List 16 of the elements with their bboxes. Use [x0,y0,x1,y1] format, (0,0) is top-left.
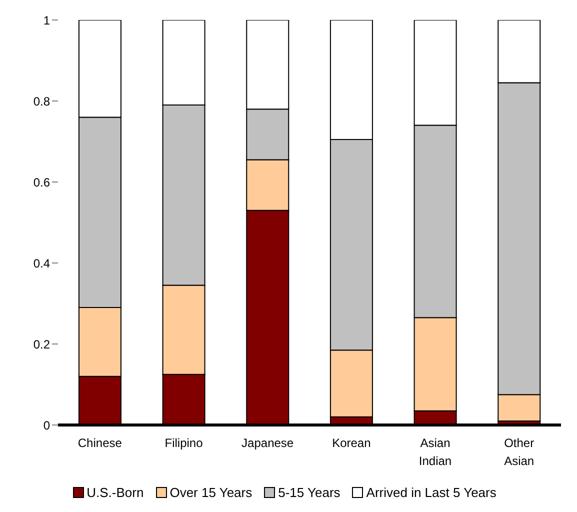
legend-label: Over 15 Years [170,485,252,500]
y-tick-label: 0 [43,418,50,432]
y-tick-label: 0.6 [33,175,50,190]
x-tick-label: Filipino [164,436,204,450]
y-tick-label: 0.8 [33,94,50,108]
x-tick-label: Korean [332,436,371,450]
x-tick-label: Chinese [78,436,122,450]
legend-label: U.S.-Born [86,485,144,500]
legend-label: Arrived in Last 5 Years [366,485,496,500]
y-tick-label: 0.2 [33,337,50,352]
x-tick-label: Asian Indian [418,436,452,468]
y-tick-label: 1 [43,13,50,28]
legend-label: 5-15 Years [278,485,340,500]
y-tick-label: 0.4 [33,256,50,270]
x-tick-label: Japanese [242,436,294,450]
x-tick-label: Other Asian [504,436,534,468]
